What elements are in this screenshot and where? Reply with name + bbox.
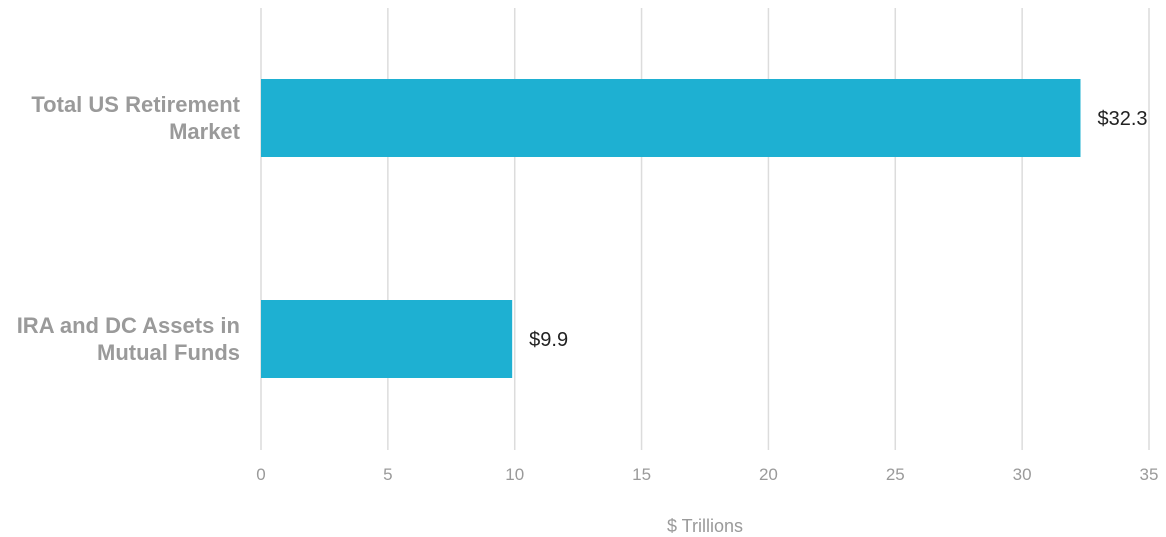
x-axis-ticks: 0 5 10 15 20 25 30 35 <box>256 465 1158 484</box>
category-label-line: Market <box>169 119 241 144</box>
category-label-line: Mutual Funds <box>97 340 240 365</box>
x-tick-label: 10 <box>505 465 524 484</box>
category-label-line: IRA and DC Assets in <box>17 313 240 338</box>
data-labels: $32.3 $9.9 <box>529 108 1147 351</box>
x-tick-label: 5 <box>383 465 392 484</box>
bars <box>261 79 1081 378</box>
y-axis-categories: Total US Retirement Market IRA and DC Asse… <box>17 92 241 365</box>
x-axis-title: $ Trillions <box>667 516 743 536</box>
bar <box>261 79 1081 157</box>
gridlines <box>260 8 1150 450</box>
x-tick-label: 15 <box>632 465 651 484</box>
x-tick-label: 35 <box>1140 465 1159 484</box>
data-label: $9.9 <box>529 329 568 351</box>
data-label: $32.3 <box>1097 108 1147 130</box>
x-tick-label: 30 <box>1013 465 1032 484</box>
x-tick-label: 25 <box>886 465 905 484</box>
bar <box>261 300 513 378</box>
category-label-line: Total US Retirement <box>31 92 240 117</box>
x-tick-label: 0 <box>256 465 265 484</box>
category-label: Total US Retirement Market <box>31 92 240 144</box>
category-label: IRA and DC Assets in Mutual Funds <box>17 313 240 365</box>
x-tick-label: 20 <box>759 465 778 484</box>
